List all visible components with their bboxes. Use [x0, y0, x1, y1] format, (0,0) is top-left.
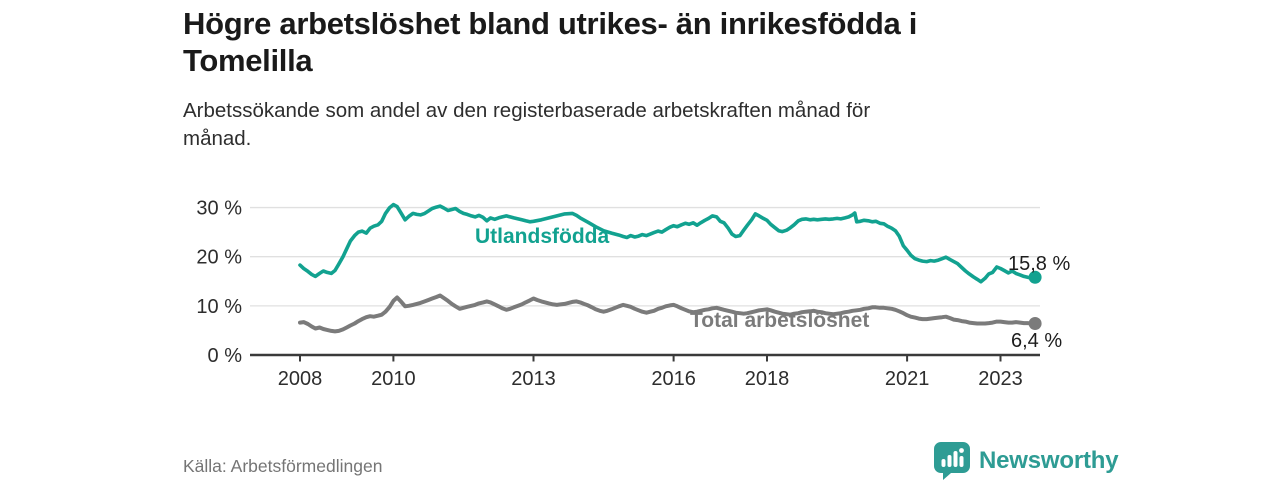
newsworthy-logo-text: Newsworthy [979, 447, 1119, 474]
source-note: Källa: Arbetsförmedlingen [183, 456, 383, 476]
series-end-dot [1028, 317, 1042, 330]
chart-subtitle-line2: månad. [183, 127, 252, 150]
series-end-dot [1028, 270, 1042, 284]
series-end-value: 6,4 % [1011, 330, 1062, 352]
y-tick-label: 30 % [196, 198, 242, 220]
newsworthy-logo-icon [934, 442, 970, 480]
chart-title-line2: Tomelilla [183, 43, 313, 78]
x-tick-label: 2023 [978, 368, 1023, 390]
series-label: Total arbetslöshet [690, 309, 869, 332]
newsworthy-logo: Newsworthy [934, 442, 1119, 480]
line-chart: 2008 2010 2013 2016 2018 2021 2023 0 % 10 % 20 % 3… [196, 198, 1070, 390]
y-tick-label: 0 % [208, 345, 243, 367]
x-tick-label: 2021 [885, 368, 930, 390]
x-tick-label: 2008 [278, 368, 323, 390]
x-tick-label: 2018 [745, 368, 790, 390]
series-line-utlandsfodda [298, 202, 1037, 284]
chart-subtitle: Arbetssökande som andel av den registerb… [183, 97, 1083, 153]
chart-subtitle-line1: Arbetssökande som andel av den registerb… [183, 99, 871, 122]
series-label: Utlandsfödda [475, 225, 609, 248]
chart-title-line1: Högre arbetslöshet bland utrikes- än inr… [183, 6, 918, 41]
x-tick-label: 2016 [651, 368, 696, 390]
x-tick-label: 2010 [371, 368, 416, 390]
x-tick-label: 2013 [511, 368, 556, 390]
series-end-value: 15,8 % [1008, 253, 1070, 275]
y-tick-label: 10 % [196, 296, 242, 318]
series-line-total [298, 293, 1038, 334]
chart-title: Högre arbetslöshet bland utrikes- än inr… [183, 5, 1143, 79]
y-tick-label: 20 % [196, 247, 242, 269]
